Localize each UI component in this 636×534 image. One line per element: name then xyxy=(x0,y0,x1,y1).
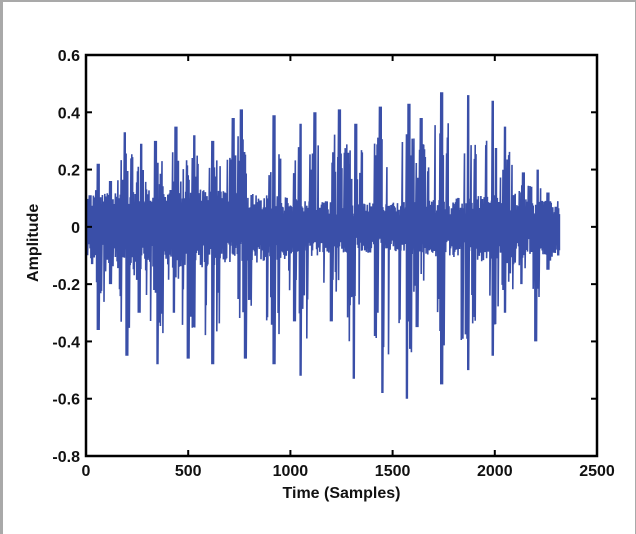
x-tick-label: 0 xyxy=(82,463,91,480)
y-tick-label: 0.6 xyxy=(58,48,80,65)
y-axis-tick-labels: 0.6 0.4 0.2 0 -0.2 -0.4 -0.6 -0.8 xyxy=(52,48,80,466)
y-tick-label: 0.2 xyxy=(58,163,80,180)
waveform-series xyxy=(85,92,561,399)
y-tick-label: -0.8 xyxy=(52,449,80,466)
y-tick-label: 0.4 xyxy=(58,105,80,122)
waveform-line xyxy=(85,92,561,399)
x-tick-label: 500 xyxy=(175,463,202,480)
y-tick-label: -0.4 xyxy=(52,334,80,351)
x-tick-label: 1000 xyxy=(273,463,309,480)
x-tick-label: 1500 xyxy=(375,463,411,480)
x-axis-tick-labels: 0 500 1000 1500 2000 2500 xyxy=(82,463,615,480)
x-axis-title: Time (Samples) xyxy=(283,485,401,502)
y-tick-label: -0.2 xyxy=(52,277,80,294)
y-tick-label: 0 xyxy=(71,220,80,237)
y-tick-label: -0.6 xyxy=(52,392,80,409)
x-tick-label: 2000 xyxy=(477,463,513,480)
x-tick-label: 2500 xyxy=(579,463,615,480)
y-axis-title: Amplitude xyxy=(25,204,42,282)
axis-ticks xyxy=(85,54,598,457)
plot-area-border xyxy=(84,53,599,458)
